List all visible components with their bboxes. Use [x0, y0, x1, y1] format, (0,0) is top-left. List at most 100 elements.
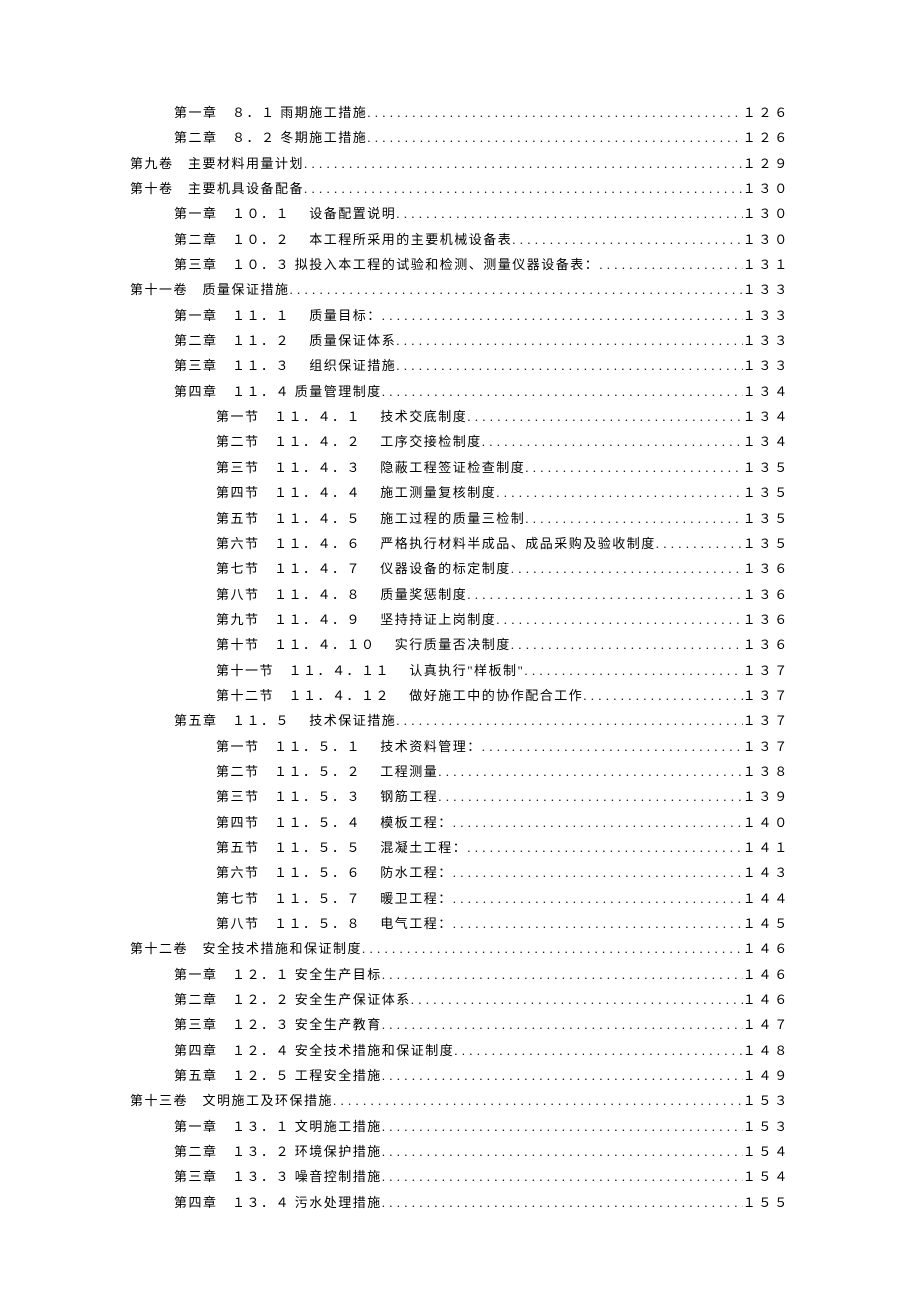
toc-label: 第二章 １３．２ 环境保护措施 — [174, 1139, 382, 1164]
toc-page-number: １４６ — [743, 987, 790, 1012]
toc-leader-dots: . . . . . . . . . . . . . . . . . . . . … — [382, 962, 743, 987]
toc-leader-dots: . . . . . . . . . . . . . . . . . . . . … — [382, 303, 743, 328]
toc-page-number: １３４ — [743, 429, 790, 454]
toc-entry: 第四节 １１．４．４ 施工测量复核制度 . . . . . . . . . . … — [130, 480, 790, 505]
toc-page-number: １２６ — [743, 125, 790, 150]
toc-label: 第十一节 １１．４．１１ 认真执行"样板制" — [216, 658, 524, 683]
toc-page-number: １３３ — [743, 277, 790, 302]
toc-label: 第三章 １３．３ 噪音控制措施 — [174, 1164, 382, 1189]
toc-leader-dots: . . . . . . . . . . . . . . . . . . . . … — [453, 911, 743, 936]
toc-entry: 第七节 １１．４．７ 仪器设备的标定制度 . . . . . . . . . .… — [130, 556, 790, 581]
toc-entry: 第三章 １１．３ 组织保证措施 . . . . . . . . . . . . … — [130, 353, 790, 378]
toc-label: 第二节 １１．４．２ 工序交接检制度 — [216, 429, 482, 454]
toc-entry: 第五节 １１．５．５ 混凝土工程： . . . . . . . . . . . … — [130, 835, 790, 860]
toc-label: 第九卷 主要材料用量计划 — [130, 151, 304, 176]
toc-page-number: １３０ — [743, 201, 790, 226]
toc-page-number: １３６ — [743, 632, 790, 657]
toc-entry: 第十一卷 质量保证措施 . . . . . . . . . . . . . . … — [130, 277, 790, 302]
toc-page-number: １４４ — [743, 886, 790, 911]
toc-leader-dots: . . . . . . . . . . . . . . . . . . . . … — [382, 1190, 743, 1215]
toc-leader-dots: . . . . . . . . . . . . . . . . . . . . … — [524, 658, 742, 683]
toc-page-number: １３３ — [743, 328, 790, 353]
toc-label: 第五节 １１．５．５ 混凝土工程： — [216, 835, 467, 860]
toc-leader-dots: . . . . . . . . . . . . . . . . . . . . … — [583, 683, 742, 708]
toc-page-number: １４６ — [743, 962, 790, 987]
toc-page-number: １２６ — [743, 100, 790, 125]
toc-page-number: １３６ — [743, 607, 790, 632]
toc-entry: 第八节 １１．４．８ 质量奖惩制度 . . . . . . . . . . . … — [130, 582, 790, 607]
toc-page-number: １３０ — [743, 176, 790, 201]
toc-leader-dots: . . . . . . . . . . . . . . . . . . . . … — [438, 759, 742, 784]
toc-page-number: １３９ — [743, 784, 790, 809]
toc-leader-dots: . . . . . . . . . . . . . . . . . . . . … — [525, 506, 742, 531]
toc-leader-dots: . . . . . . . . . . . . . . . . . . . . … — [656, 531, 743, 556]
toc-entry: 第九节 １１．４．９ 坚持持证上岗制度 . . . . . . . . . . … — [130, 607, 790, 632]
toc-label: 第二节 １１．５．２ 工程测量 — [216, 759, 438, 784]
toc-leader-dots: . . . . . . . . . . . . . . . . . . . . … — [382, 1164, 743, 1189]
toc-entry: 第十二节 １１．４．１２ 做好施工中的协作配合工作 . . . . . . . … — [130, 683, 790, 708]
toc-leader-dots: . . . . . . . . . . . . . . . . . . . . … — [396, 201, 742, 226]
toc-leader-dots: . . . . . . . . . . . . . . . . . . . . … — [453, 860, 743, 885]
toc-entry: 第四节 １１．５．４ 模板工程： . . . . . . . . . . . .… — [130, 810, 790, 835]
toc-leader-dots: . . . . . . . . . . . . . . . . . . . . … — [482, 429, 743, 454]
toc-entry: 第三节 １１．４．３ 隐蔽工程签证检查制度 . . . . . . . . . … — [130, 455, 790, 480]
toc-leader-dots: . . . . . . . . . . . . . . . . . . . . … — [367, 100, 742, 125]
toc-entry: 第一章 １１．１ 质量目标： . . . . . . . . . . . . .… — [130, 303, 790, 328]
toc-label: 第四节 １１．４．４ 施工测量复核制度 — [216, 480, 496, 505]
toc-label: 第十二节 １１．４．１２ 做好施工中的协作配合工作 — [216, 683, 583, 708]
toc-entry: 第五章 １２．５ 工程安全措施 . . . . . . . . . . . . … — [130, 1063, 790, 1088]
toc-page-number: １５３ — [743, 1088, 790, 1113]
toc-page-number: １３１ — [743, 252, 790, 277]
toc-entry: 第六节 １１．４．６ 严格执行材料半成品、成品采购及验收制度 . . . . .… — [130, 531, 790, 556]
toc-page-number: １３７ — [743, 683, 790, 708]
toc-label: 第四章 １３．４ 污水处理措施 — [174, 1190, 382, 1215]
toc-leader-dots: . . . . . . . . . . . . . . . . . . . . … — [482, 734, 743, 759]
toc-entry: 第五章 １１．５ 技术保证措施 . . . . . . . . . . . . … — [130, 708, 790, 733]
toc-label: 第十节 １１．４．１０ 实行质量否决制度 — [216, 632, 511, 657]
toc-leader-dots: . . . . . . . . . . . . . . . . . . . . … — [438, 784, 742, 809]
toc-entry: 第十节 １１．４．１０ 实行质量否决制度 . . . . . . . . . .… — [130, 632, 790, 657]
toc-leader-dots: . . . . . . . . . . . . . . . . . . . . … — [411, 987, 743, 1012]
toc-label: 第八节 １１．４．８ 质量奖惩制度 — [216, 582, 467, 607]
toc-label: 第一章 １１．１ 质量目标： — [174, 303, 382, 328]
toc-entry: 第五节 １１．４．５ 施工过程的质量三检制 . . . . . . . . . … — [130, 506, 790, 531]
toc-label: 第一章 １３．１ 文明施工措施 — [174, 1114, 382, 1139]
toc-label: 第十二卷 安全技术措施和保证制度 — [130, 936, 362, 961]
toc-entry: 第四章 １３．４ 污水处理措施 . . . . . . . . . . . . … — [130, 1190, 790, 1215]
toc-leader-dots: . . . . . . . . . . . . . . . . . . . . … — [382, 1139, 743, 1164]
toc-entry: 第十卷 主要机具设备配备 . . . . . . . . . . . . . .… — [130, 176, 790, 201]
toc-label: 第一章 ８．１ 雨期施工措施 — [174, 100, 367, 125]
toc-page-number: １３６ — [743, 556, 790, 581]
toc-label: 第二章 １１．２ 质量保证体系 — [174, 328, 396, 353]
toc-entry: 第七节 １１．５．７ 暖卫工程： . . . . . . . . . . . .… — [130, 886, 790, 911]
toc-page-number: １３５ — [743, 506, 790, 531]
toc-page-number: １４９ — [743, 1063, 790, 1088]
toc-leader-dots: . . . . . . . . . . . . . . . . . . . . … — [511, 556, 743, 581]
toc-label: 第九节 １１．４．９ 坚持持证上岗制度 — [216, 607, 496, 632]
toc-leader-dots: . . . . . . . . . . . . . . . . . . . . … — [382, 1063, 743, 1088]
toc-page-number: １３５ — [743, 480, 790, 505]
toc-label: 第三章 １２．３ 安全生产教育 — [174, 1012, 382, 1037]
toc-leader-dots: . . . . . . . . . . . . . . . . . . . . … — [367, 125, 742, 150]
toc-page-number: １５３ — [743, 1114, 790, 1139]
toc-leader-dots: . . . . . . . . . . . . . . . . . . . . … — [362, 936, 743, 961]
toc-entry: 第一节 １１．４．１ 技术交底制度 . . . . . . . . . . . … — [130, 404, 790, 429]
toc-label: 第十一卷 质量保证措施 — [130, 277, 290, 302]
toc-leader-dots: . . . . . . . . . . . . . . . . . . . . … — [525, 455, 742, 480]
toc-label: 第十卷 主要机具设备配备 — [130, 176, 304, 201]
toc-page-number: １４３ — [743, 860, 790, 885]
toc-entry: 第三章 １２．３ 安全生产教育 . . . . . . . . . . . . … — [130, 1012, 790, 1037]
toc-page-number: １３３ — [743, 303, 790, 328]
toc-leader-dots: . . . . . . . . . . . . . . . . . . . . … — [599, 252, 742, 277]
toc-label: 第二章 １０．２ 本工程所采用的主要机械设备表 — [174, 227, 512, 252]
toc-leader-dots: . . . . . . . . . . . . . . . . . . . . … — [396, 353, 742, 378]
toc-leader-dots: . . . . . . . . . . . . . . . . . . . . … — [382, 1114, 743, 1139]
toc-entry: 第十二卷 安全技术措施和保证制度 . . . . . . . . . . . .… — [130, 936, 790, 961]
toc-entry: 第四章 １１．４ 质量管理制度 . . . . . . . . . . . . … — [130, 379, 790, 404]
toc-label: 第三章 １０．３ 拟投入本工程的试验和检测、测量仪器设备表： — [174, 252, 599, 277]
toc-page-number: １４８ — [743, 1038, 790, 1063]
toc-leader-dots: . . . . . . . . . . . . . . . . . . . . … — [467, 835, 742, 860]
toc-page-number: １４６ — [743, 936, 790, 961]
toc-entry: 第四章 １２．４ 安全技术措施和保证制度 . . . . . . . . . .… — [130, 1038, 790, 1063]
toc-entry: 第三节 １１．５．３ 钢筋工程 . . . . . . . . . . . . … — [130, 784, 790, 809]
